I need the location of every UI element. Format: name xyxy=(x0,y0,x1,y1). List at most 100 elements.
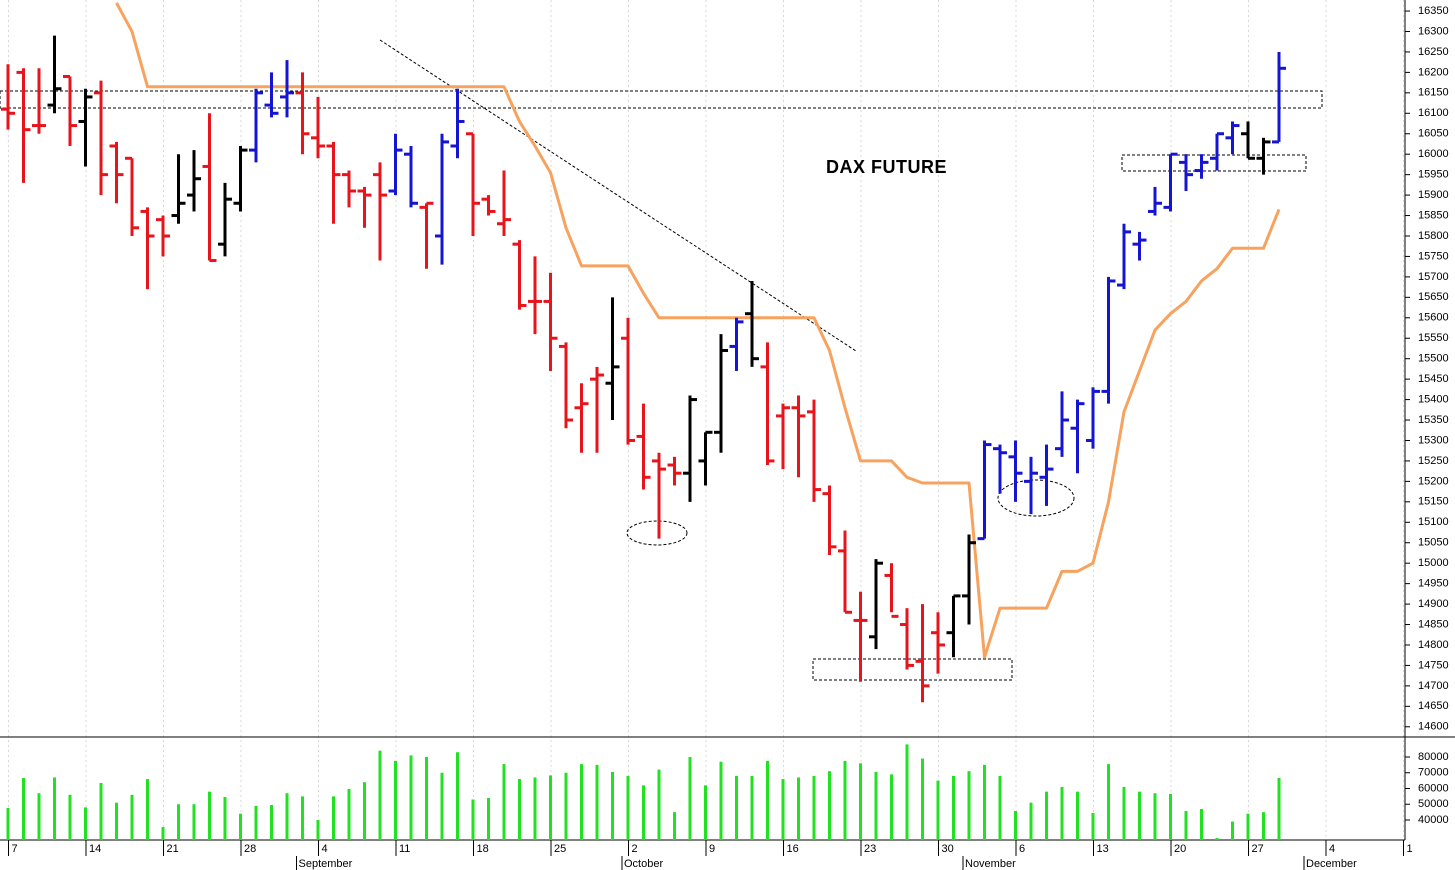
volume-bar xyxy=(921,758,924,840)
y-tick-label: 15200 xyxy=(1418,475,1449,487)
volume-bar xyxy=(301,796,304,840)
volume-bar xyxy=(859,763,862,840)
volume-bar xyxy=(704,785,707,840)
y-tick-label: 14600 xyxy=(1418,721,1449,733)
y-tick-label: 16300 xyxy=(1418,25,1449,37)
y-tick-label: 15700 xyxy=(1418,271,1449,283)
volume-bar xyxy=(564,772,568,840)
y-tick-label: 15550 xyxy=(1418,332,1449,344)
x-tick-label: 23 xyxy=(864,843,876,855)
x-tick-label: 20 xyxy=(1174,843,1186,855)
volume-bar xyxy=(425,757,428,840)
volume-bar xyxy=(890,774,893,840)
volume-bar xyxy=(471,799,475,840)
x-tick-label: 27 xyxy=(1252,843,1264,855)
x-tick-label: 2 xyxy=(632,843,638,855)
y-tick-label: 15050 xyxy=(1418,537,1449,549)
x-tick-label: 13 xyxy=(1097,843,1109,855)
volume-bar xyxy=(1076,791,1079,840)
y-tick-label: 50000 xyxy=(1418,798,1449,810)
annotations xyxy=(0,39,1323,681)
volume-bar xyxy=(84,807,87,840)
volume-bar xyxy=(378,750,382,840)
volume-bar xyxy=(797,777,800,840)
chart-title: DAX FUTURE xyxy=(826,157,947,177)
volume-bar xyxy=(828,771,831,840)
volume-bar xyxy=(1246,813,1250,840)
trailing-stop-line xyxy=(115,2,1281,659)
volume-bar xyxy=(22,777,25,840)
y-tick-label: 15150 xyxy=(1418,496,1449,508)
volume-bar xyxy=(53,777,56,840)
volume-bar xyxy=(657,769,661,840)
y-tick-label: 14800 xyxy=(1418,639,1449,651)
y-tick-label: 15300 xyxy=(1418,434,1449,446)
x-tick-label: 14 xyxy=(89,843,101,855)
y-tick-label: 15950 xyxy=(1418,169,1449,181)
volume-bar xyxy=(998,775,1002,840)
volume-bar xyxy=(936,780,940,840)
volume-bar xyxy=(967,771,971,840)
y-tick-label: 14700 xyxy=(1418,680,1449,692)
y-tick-label: 15750 xyxy=(1418,250,1449,262)
volume-bar xyxy=(1014,811,1017,840)
y-tick-label: 16250 xyxy=(1418,46,1449,58)
y-tick-label: 16200 xyxy=(1418,66,1449,78)
x-tick-label: 21 xyxy=(167,843,179,855)
volume-bar xyxy=(1262,812,1265,840)
month-label: November xyxy=(965,858,1016,870)
volume-bar xyxy=(254,805,258,840)
x-tick-label: 6 xyxy=(1019,843,1025,855)
y-tick-label: 15800 xyxy=(1418,230,1449,242)
y-tick-label: 15100 xyxy=(1418,516,1449,528)
volume-bar xyxy=(843,760,847,840)
volume-bar xyxy=(440,772,444,840)
y-tick-label: 16100 xyxy=(1418,107,1449,119)
volume-bar xyxy=(595,764,599,840)
x-tick-label: 1 xyxy=(1407,843,1413,855)
month-label: September xyxy=(299,858,353,870)
volume-bar xyxy=(6,808,10,840)
volume-bar xyxy=(626,775,630,840)
y-tick-label: 40000 xyxy=(1418,814,1449,826)
volume-bar xyxy=(952,775,955,840)
resistance-zone xyxy=(0,90,1323,109)
volume-bar xyxy=(549,775,552,840)
support-zone xyxy=(1121,154,1307,172)
volume-bar xyxy=(487,797,490,840)
y-tick-label: 14950 xyxy=(1418,578,1449,590)
x-tick-label: 7 xyxy=(12,843,18,855)
x-tick-label: 16 xyxy=(787,843,799,855)
volume-bar xyxy=(518,779,521,840)
volume-bar xyxy=(781,779,785,840)
y-tick-label: 15650 xyxy=(1418,291,1449,303)
y-tick-label: 15500 xyxy=(1418,353,1449,365)
x-tick-label: 4 xyxy=(322,843,328,855)
y-tick-label: 60000 xyxy=(1418,782,1449,794)
volume-bar xyxy=(611,771,614,840)
volume-bar xyxy=(177,804,180,840)
volume-bar xyxy=(502,764,506,840)
volume-bar xyxy=(1277,777,1281,840)
x-tick-label: 4 xyxy=(1329,843,1335,855)
volume-bar xyxy=(1184,811,1188,840)
volume-bar xyxy=(37,793,41,840)
y-tick-label: 15350 xyxy=(1418,414,1449,426)
volume-bar xyxy=(285,793,289,840)
volume-bar xyxy=(1200,808,1203,840)
y-tick-label: 16050 xyxy=(1418,128,1449,140)
volume-bar xyxy=(394,760,397,840)
volume-bar xyxy=(812,775,816,840)
volume-bar xyxy=(766,760,769,840)
volume-bar xyxy=(456,752,459,840)
volume-bar xyxy=(533,777,537,840)
month-label: December xyxy=(1306,858,1357,870)
volume-bar xyxy=(146,779,149,840)
volume-bar xyxy=(223,797,227,840)
y-tick-label: 70000 xyxy=(1418,767,1449,779)
y-tick-label: 15000 xyxy=(1418,557,1449,569)
x-tick-label: 9 xyxy=(709,843,715,855)
volume-bar xyxy=(332,796,335,840)
